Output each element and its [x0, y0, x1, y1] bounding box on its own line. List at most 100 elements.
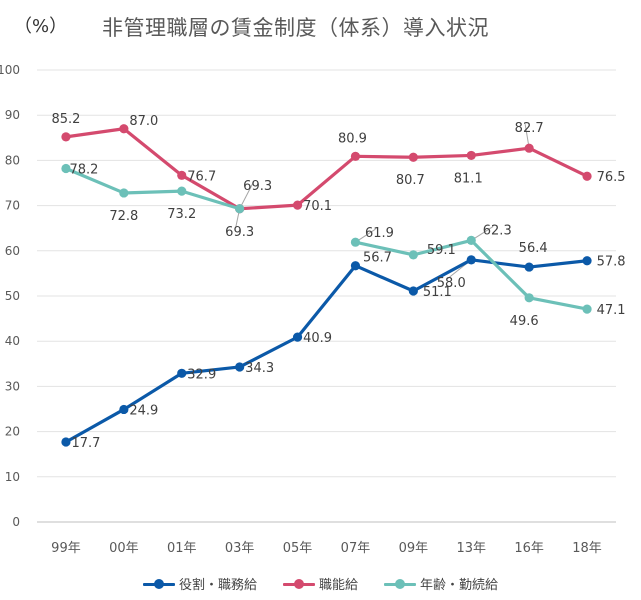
y-tick-label: 90 [5, 108, 20, 122]
data-point[interactable] [466, 150, 476, 161]
data-point[interactable] [292, 200, 303, 210]
data-label: 73.2 [167, 207, 196, 222]
y-tick-label: 30 [5, 379, 20, 393]
series-line-1 [64, 127, 589, 211]
data-point[interactable] [61, 163, 71, 174]
series-line-2 [64, 166, 242, 211]
data-label: 59.1 [427, 243, 456, 258]
data-label: 40.9 [303, 331, 332, 346]
data-label: 62.3 [483, 223, 512, 238]
data-label: 87.0 [129, 114, 158, 129]
legend-item-1[interactable]: 職能給 [282, 574, 358, 593]
legend-swatch-0 [142, 578, 175, 589]
legend-swatch-2 [384, 578, 416, 589]
data-point[interactable] [350, 261, 361, 271]
legend-label-1: 職能給 [318, 578, 358, 593]
data-label: 47.1 [597, 303, 626, 318]
data-point[interactable] [61, 132, 71, 142]
y-tick-label: 40 [5, 334, 20, 348]
data-point[interactable] [582, 304, 592, 314]
data-label: 80.7 [396, 173, 425, 188]
data-label: 57.8 [597, 255, 626, 270]
data-point[interactable] [235, 362, 245, 372]
y-tick-label: 20 [5, 425, 20, 439]
data-label: 34.3 [245, 361, 274, 376]
data-label: 56.4 [519, 241, 548, 256]
x-tick-label: 03年 [225, 541, 255, 556]
y-tick-label: 50 [5, 289, 20, 303]
data-point[interactable] [408, 152, 418, 162]
y-tick-label: 80 [5, 153, 20, 167]
series-line-0 [64, 258, 589, 444]
data-label: 32.9 [187, 367, 216, 382]
data-label: 58.0 [437, 276, 466, 291]
y-axis-unit-label: （%） [14, 16, 68, 37]
data-label: 85.2 [51, 112, 80, 127]
line-chart: 0 10 20 30 40 50 60 70 80 90 100 99年 00年 01年 03年 05年 07… [0, 63, 626, 556]
legend-label-2: 年齢・勤続給 [420, 578, 499, 593]
data-point[interactable] [177, 186, 187, 196]
x-tick-label: 07年 [341, 541, 371, 556]
data-point[interactable] [119, 404, 129, 415]
data-label: 70.1 [303, 199, 332, 214]
data-point[interactable] [466, 235, 476, 246]
data-label: 78.2 [69, 163, 98, 178]
data-label: 56.7 [363, 251, 392, 266]
y-tick-label: 100 [0, 63, 20, 77]
legend: 役割・職務給 職能給 年齢・勤続給 [0, 574, 641, 593]
data-point[interactable] [408, 286, 418, 296]
x-tick-label: 01年 [167, 541, 197, 556]
legend-item-2[interactable]: 年齢・勤続給 [384, 574, 498, 593]
data-point[interactable] [582, 171, 592, 181]
data-point[interactable] [235, 204, 245, 214]
data-point[interactable] [582, 256, 592, 266]
x-tick-label: 09年 [399, 541, 429, 556]
data-labels: 17.7 24.9 32.9 34.3 40.9 56.7 51.158.0 56.4 57.8… [51, 112, 625, 451]
data-label: 17.7 [71, 436, 100, 451]
data-point[interactable] [466, 255, 476, 265]
data-label: 61.9 [365, 226, 394, 241]
data-label: 24.9 [129, 403, 158, 418]
data-point[interactable] [177, 368, 187, 378]
data-label: 69.3 [225, 225, 254, 240]
chart-title: 非管理職層の賃金制度（体系）導入状況 [102, 16, 489, 40]
data-point[interactable] [61, 437, 71, 447]
series-lines [61, 124, 592, 447]
data-label: 49.6 [510, 314, 539, 329]
x-tick-label: 16年 [514, 541, 544, 556]
data-label: 69.3 [243, 179, 272, 194]
y-axis-ticks: 0 10 20 30 40 50 60 70 80 90 100 [0, 63, 20, 529]
legend-swatch-1 [282, 578, 315, 589]
data-label: 80.9 [338, 131, 367, 146]
data-label: 51.1 [423, 285, 452, 300]
y-tick-label: 0 [12, 515, 20, 529]
y-tick-label: 60 [5, 244, 20, 258]
data-point[interactable] [408, 250, 418, 260]
data-point[interactable] [524, 143, 534, 153]
data-label: 82.7 [515, 121, 544, 136]
x-tick-label: 99年 [51, 541, 81, 556]
data-point[interactable] [350, 237, 361, 247]
data-point[interactable] [292, 332, 303, 342]
data-label: 81.1 [454, 171, 483, 186]
legend-label-0: 役割・職務給 [178, 578, 257, 593]
y-tick-label: 70 [5, 199, 20, 213]
x-tick-label: 18年 [572, 541, 602, 556]
x-tick-label: 05年 [283, 541, 313, 556]
data-point[interactable] [177, 170, 187, 180]
data-point[interactable] [350, 151, 361, 161]
data-label: 72.8 [109, 209, 138, 224]
x-tick-label: 13年 [456, 541, 486, 556]
data-point[interactable] [524, 293, 534, 303]
data-label: 76.7 [187, 169, 216, 184]
gridlines [37, 69, 616, 523]
leader-line [239, 181, 255, 209]
x-tick-label: 00年 [109, 541, 139, 556]
label-leader-lines [235, 124, 530, 280]
legend-item-0[interactable]: 役割・職務給 [142, 574, 257, 593]
data-label: 76.5 [597, 170, 626, 185]
data-point[interactable] [524, 262, 534, 272]
y-tick-label: 10 [5, 470, 20, 484]
data-point[interactable] [119, 188, 129, 198]
data-point[interactable] [119, 124, 129, 134]
